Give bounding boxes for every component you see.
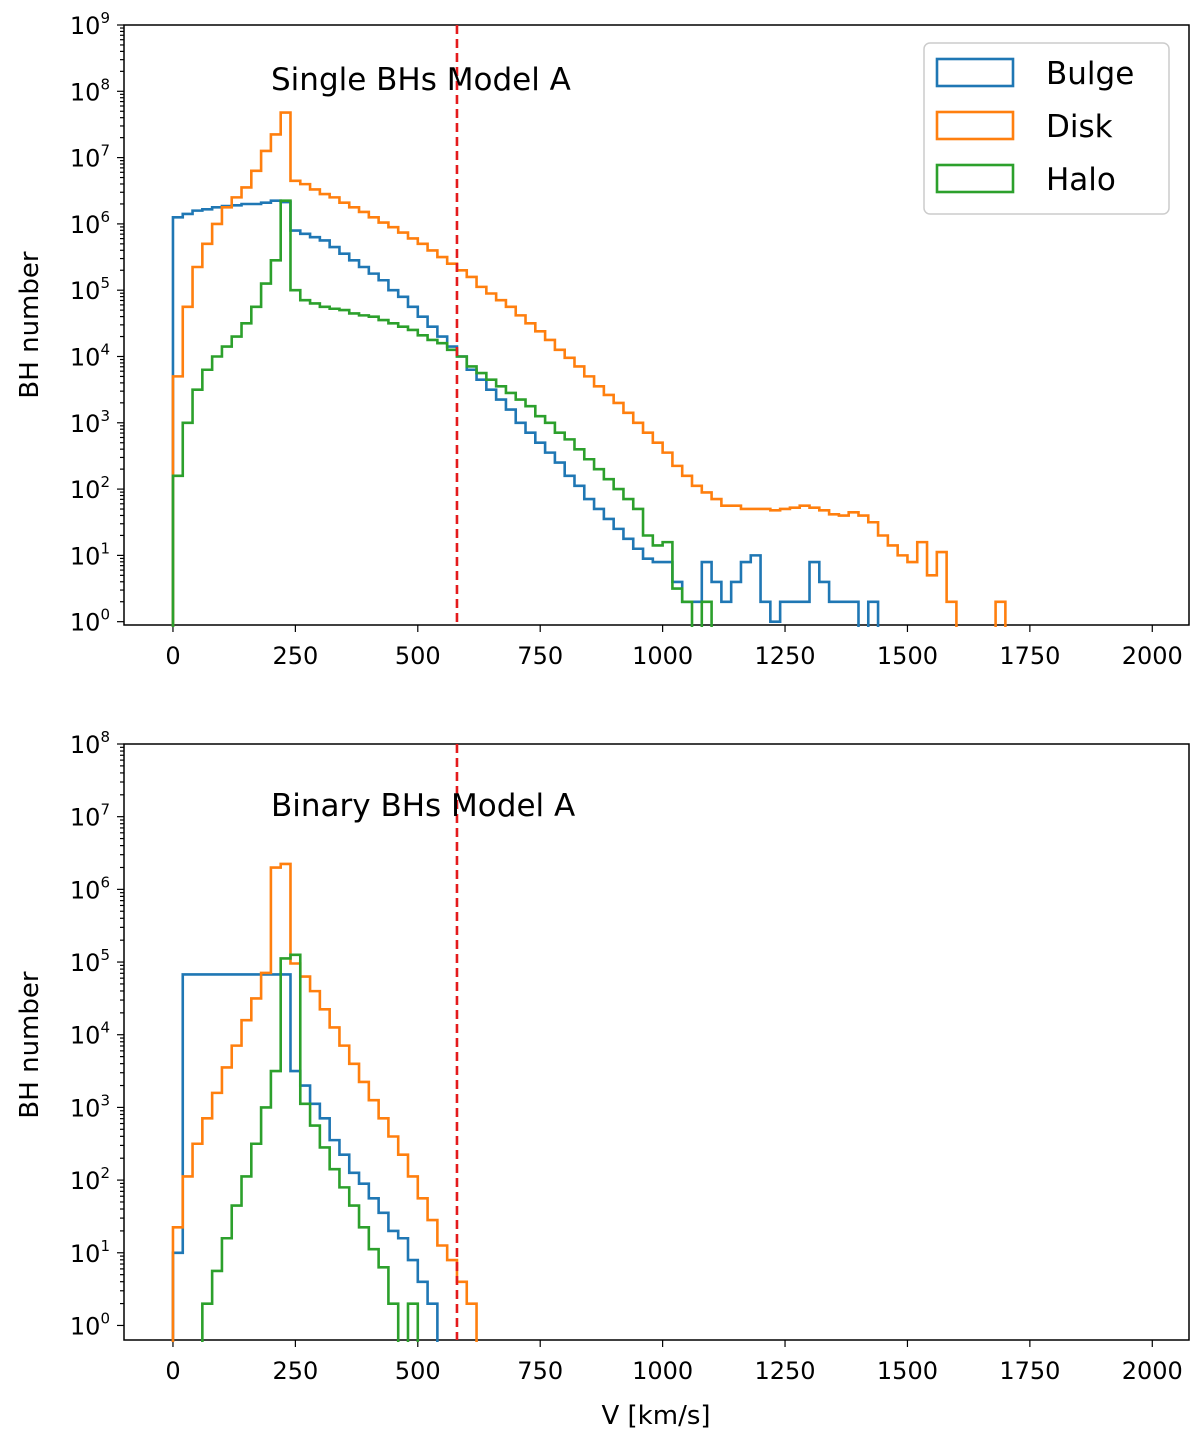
x-tick-label: 1000 (632, 1357, 693, 1385)
legend-entry-bulge: Bulge (935, 56, 1134, 92)
y-tick-label: 101 (70, 539, 110, 570)
legend-entry-disk: Disk (935, 109, 1113, 145)
x-tick-label: 1250 (754, 642, 815, 670)
legend-entry-halo: Halo (935, 162, 1116, 198)
bottom-panel-binary-bhs: 0 250 500 750 1000 1250 1500 1750 2000 100 101 102… (15, 728, 1190, 1431)
x-tick-label: 1500 (877, 1357, 938, 1385)
y-tick-label: 101 (70, 1237, 110, 1268)
top-panel-single-bhs: 0 250 500 750 1000 1250 1500 1750 2000 100 101 102… (15, 9, 1190, 670)
bottom-plot-area-frame (123, 743, 1190, 1341)
bottom-panel-title: Binary BHs Model A (271, 788, 575, 824)
y-tick-label: 104 (70, 1019, 110, 1050)
y-tick-label: 107 (70, 801, 110, 832)
y-tick-label: 103 (70, 1091, 110, 1122)
bottom-histogram-series (171, 862, 478, 1342)
top-x-ticks: 0 250 500 750 1000 1250 1500 1750 2000 (165, 625, 1183, 670)
y-tick-label: 108 (70, 75, 110, 106)
legend-label-disk: Disk (1046, 109, 1113, 145)
x-tick-label: 250 (272, 642, 318, 670)
top-histogram-series (171, 111, 1007, 627)
x-tick-label: 1750 (999, 642, 1060, 670)
x-tick-label: 1000 (632, 642, 693, 670)
histogram-halo (201, 953, 420, 1342)
top-y-axis-label: BH number (15, 251, 45, 398)
legend-swatch-bulge (935, 57, 1015, 88)
x-tick-label: 750 (517, 1357, 563, 1385)
legend: Bulge Disk Halo (923, 42, 1170, 215)
x-tick-label: 1750 (999, 1357, 1060, 1385)
x-tick-label: 0 (165, 1357, 180, 1385)
top-panel-title: Single BHs Model A (271, 62, 571, 98)
x-axis-label: V [km/s] (601, 1401, 710, 1431)
legend-label-halo: Halo (1046, 162, 1116, 198)
histogram-disk (171, 111, 1007, 627)
y-tick-label: 100 (70, 606, 110, 637)
x-tick-label: 2000 (1122, 1357, 1183, 1385)
legend-label-bulge: Bulge (1046, 56, 1134, 92)
x-tick-label: 2000 (1122, 642, 1183, 670)
histogram-bulge (171, 973, 439, 1342)
legend-swatch-halo (935, 163, 1015, 194)
x-tick-label: 250 (272, 1357, 318, 1385)
x-tick-label: 1250 (754, 1357, 815, 1385)
y-tick-label: 109 (70, 9, 110, 40)
bottom-x-ticks: 0 250 500 750 1000 1250 1500 1750 2000 (165, 1340, 1183, 1385)
y-tick-label: 105 (70, 274, 110, 305)
x-tick-label: 750 (517, 642, 563, 670)
y-tick-label: 104 (70, 340, 110, 371)
y-tick-label: 100 (70, 1309, 110, 1340)
y-tick-label: 107 (70, 142, 110, 173)
y-tick-label: 102 (70, 1164, 110, 1195)
y-tick-label: 103 (70, 407, 110, 438)
x-tick-label: 500 (395, 1357, 441, 1385)
x-tick-label: 500 (395, 642, 441, 670)
histogram-bulge (171, 199, 880, 627)
bottom-y-ticks: 100 101 102 103 104 105 106 107 108 (70, 728, 124, 1340)
top-y-ticks: 100 101 102 103 104 105 106 107 108 109 (70, 9, 124, 637)
y-tick-label: 105 (70, 946, 110, 977)
x-tick-label: 0 (165, 642, 180, 670)
bottom-y-axis-label: BH number (15, 971, 45, 1118)
legend-swatch-disk (935, 110, 1015, 141)
y-tick-label: 102 (70, 473, 110, 504)
histogram-halo (171, 199, 713, 627)
x-tick-label: 1500 (877, 642, 938, 670)
y-tick-label: 108 (70, 728, 110, 759)
y-tick-label: 106 (70, 873, 110, 904)
y-tick-label: 106 (70, 208, 110, 239)
histogram-disk (171, 862, 478, 1342)
